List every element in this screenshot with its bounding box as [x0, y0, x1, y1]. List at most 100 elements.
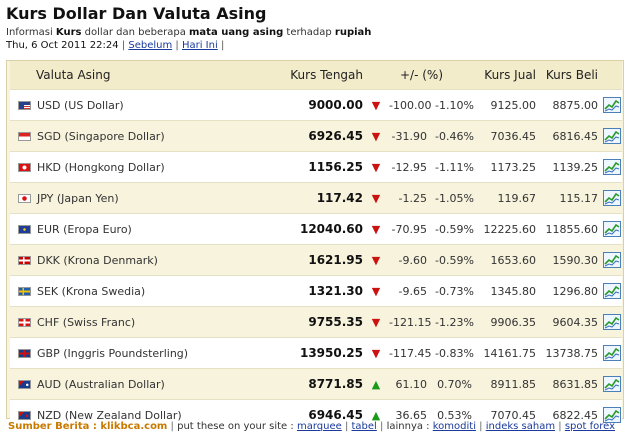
chart-icon[interactable]	[603, 407, 622, 423]
table-header-row: Valuta Asing Kurs Tengah +/- (%) Kurs Ju…	[10, 61, 623, 90]
kurs-tengah: 9755.35	[255, 306, 367, 338]
kurs-beli: 1296.80	[540, 275, 603, 307]
chart-link[interactable]	[602, 244, 623, 276]
change-percent: -0.46%	[431, 120, 477, 152]
table-row: GBP (Inggris Poundsterling) 13950.25 ▼ -117…	[10, 337, 623, 369]
arrow-down-icon: ▼	[367, 306, 385, 338]
marquee-link[interactable]: marquee	[296, 421, 342, 432]
chart-link[interactable]	[602, 213, 623, 245]
kurs-beli: 1590.30	[540, 244, 603, 276]
currency-name: AUD (Australian Dollar)	[37, 377, 165, 391]
table-row: JPY (Japan Yen) 117.42 ▼ -1.25 -1.05% 119.67 1…	[10, 182, 623, 214]
info-mata-uang: mata uang asing	[189, 27, 284, 38]
chart-link[interactable]	[602, 275, 623, 307]
kurs-beli: 9604.35	[540, 306, 603, 338]
change-value: -117.45	[385, 337, 431, 369]
currency-cell: HKD (Hongkong Dollar)	[10, 151, 255, 183]
hk-flag-icon	[18, 163, 31, 172]
chart-icon[interactable]	[603, 128, 622, 144]
chart-icon[interactable]	[603, 345, 622, 361]
us-flag-icon	[18, 101, 31, 110]
kurs-tengah: 8771.85	[255, 368, 367, 400]
table-row: SGD (Singapore Dollar) 6926.45 ▼ -31.90 -0.4…	[10, 120, 623, 152]
change-percent: 0.53%	[431, 399, 477, 430]
chart-icon[interactable]	[603, 283, 622, 299]
kurs-jual: 119.67	[476, 182, 541, 214]
spot-forex-link[interactable]: spot forex	[564, 421, 616, 432]
jp-flag-icon	[18, 194, 31, 203]
kurs-beli: 13738.75	[540, 337, 603, 369]
table-row: DKK (Krona Denmark) 1621.95 ▼ -9.60 -0.59% 16…	[10, 244, 623, 276]
kurs-tengah: 13950.25	[255, 337, 367, 369]
currency-cell: DKK (Krona Denmark)	[10, 244, 255, 276]
rates-body: USD (US Dollar) 9000.00 ▼ -100.00 -1.10% 9125…	[10, 89, 623, 430]
currency-cell: SEK (Krona Swedia)	[10, 275, 255, 307]
arrow-down-icon: ▼	[367, 120, 385, 152]
change-value: -1.25	[385, 182, 431, 214]
tabel-link[interactable]: tabel	[351, 421, 377, 432]
rates-panel: Valuta Asing Kurs Tengah +/- (%) Kurs Ju…	[6, 60, 624, 430]
change-percent: -0.59%	[431, 213, 477, 245]
currency-cell: AUD (Australian Dollar)	[10, 368, 255, 400]
arrow-down-icon: ▼	[367, 89, 385, 121]
gb-flag-icon	[18, 349, 31, 358]
separator: |	[380, 421, 384, 432]
kurs-jual: 12225.60	[476, 213, 541, 245]
chart-icon[interactable]	[603, 376, 622, 392]
sebelum-link[interactable]: Sebelum	[128, 40, 173, 51]
currency-cell: JPY (Japan Yen)	[10, 182, 255, 214]
chart-icon[interactable]	[603, 159, 622, 175]
currency-name: CHF (Swiss Franc)	[37, 315, 136, 329]
se-flag-icon	[18, 287, 31, 296]
table-row: HKD (Hongkong Dollar) 1156.25 ▼ -12.95 -1.11…	[10, 151, 623, 183]
lainnya-text: lainnya :	[386, 421, 430, 432]
chart-icon[interactable]	[603, 190, 622, 206]
kurs-jual: 1173.25	[476, 151, 541, 183]
change-percent: -0.73%	[431, 275, 477, 307]
indeks-saham-link[interactable]: indeks saham	[485, 421, 556, 432]
currency-cell: NZD (New Zealand Dollar)	[10, 399, 255, 430]
change-value: -31.90	[385, 120, 431, 152]
chart-link[interactable]	[602, 89, 623, 121]
kurs-beli: 8631.85	[540, 368, 603, 400]
hari-ini-link[interactable]: Hari Ini	[181, 40, 218, 51]
chart-link[interactable]	[602, 120, 623, 152]
source-label: Sumber Berita : klikbca.com	[8, 421, 168, 432]
separator: |	[220, 40, 225, 51]
change-value: -9.65	[385, 275, 431, 307]
change-percent: 0.70%	[431, 368, 477, 400]
chart-link[interactable]	[602, 337, 623, 369]
komoditi-link[interactable]: komoditi	[432, 421, 476, 432]
col-chart	[602, 61, 623, 90]
separator: |	[558, 421, 562, 432]
chart-link[interactable]	[602, 368, 623, 400]
info-kurs: Kurs	[55, 27, 82, 38]
chart-link[interactable]	[602, 151, 623, 183]
kurs-beli: 6822.45	[540, 399, 603, 430]
chart-icon[interactable]	[603, 97, 622, 113]
currency-name: HKD (Hongkong Dollar)	[37, 160, 165, 174]
chart-icon[interactable]	[603, 252, 622, 268]
kurs-jual: 7070.45	[476, 399, 541, 430]
chart-icon[interactable]	[603, 221, 622, 237]
separator: |	[170, 421, 174, 432]
page-edge	[632, 60, 640, 419]
arrow-down-icon: ▼	[367, 337, 385, 369]
nz-flag-icon	[18, 411, 31, 420]
arrow-down-icon: ▼	[367, 182, 385, 214]
kurs-beli: 11855.60	[540, 213, 603, 245]
col-kurs-beli: Kurs Beli	[540, 61, 603, 90]
rates-table: Valuta Asing Kurs Tengah +/- (%) Kurs Ju…	[10, 61, 623, 430]
kurs-jual: 1653.60	[476, 244, 541, 276]
chart-link[interactable]	[602, 306, 623, 338]
chart-link[interactable]	[602, 182, 623, 214]
chart-link[interactable]	[602, 399, 623, 430]
chart-icon[interactable]	[603, 314, 622, 330]
separator: |	[479, 421, 483, 432]
separator: |	[175, 40, 179, 51]
change-value: -70.95	[385, 213, 431, 245]
kurs-tengah: 1621.95	[255, 244, 367, 276]
change-value: -9.60	[385, 244, 431, 276]
sg-flag-icon	[18, 132, 31, 141]
table-row: AUD (Australian Dollar) 8771.85 ▲ 61.10 0.70…	[10, 368, 623, 400]
